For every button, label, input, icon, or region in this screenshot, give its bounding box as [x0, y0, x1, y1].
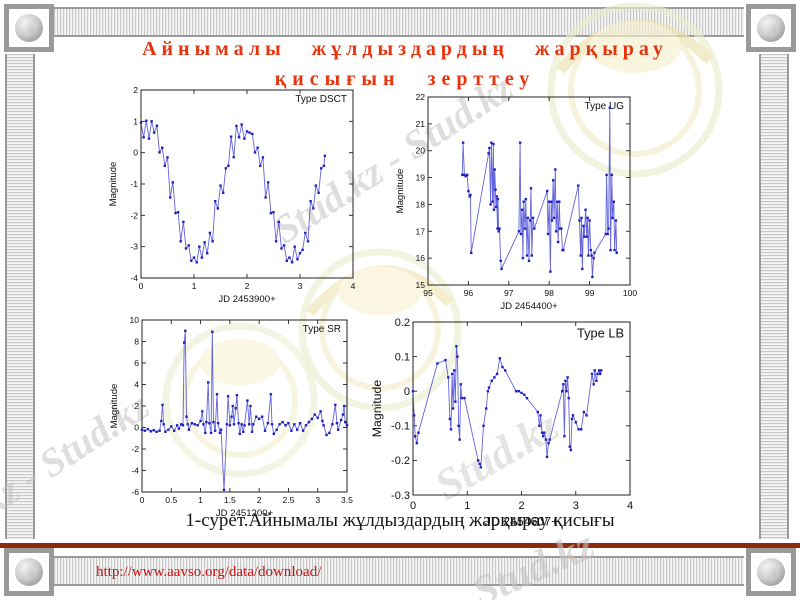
- svg-text:2: 2: [257, 495, 262, 505]
- svg-text:15: 15: [415, 280, 425, 290]
- corner-screw-bottom-left: [4, 548, 54, 596]
- svg-text:Type DSCT: Type DSCT: [295, 94, 347, 105]
- slide-title-line-2: қисығын зерттеу: [274, 68, 536, 90]
- svg-text:3.5: 3.5: [341, 495, 353, 505]
- svg-text:6: 6: [134, 358, 139, 368]
- chart-type-sr: 0 0.5 1 1.5 2 2.5 3 3.5 -6 -4 -2 0 2 4 6 8 10 JD 2451200+…: [108, 310, 357, 529]
- svg-text:20: 20: [415, 146, 425, 156]
- svg-text:1: 1: [198, 495, 203, 505]
- svg-text:Magnitude: Magnitude: [108, 162, 119, 207]
- svg-text:Type SR: Type SR: [303, 324, 341, 335]
- svg-text:3: 3: [573, 500, 579, 512]
- svg-text:17: 17: [415, 226, 425, 236]
- svg-text:3: 3: [298, 281, 303, 291]
- svg-text:4: 4: [351, 281, 356, 291]
- svg-text:98: 98: [544, 288, 554, 298]
- svg-text:1: 1: [464, 500, 470, 512]
- svg-text:0: 0: [410, 500, 416, 512]
- corner-screw-top-right: [746, 4, 796, 52]
- frame-top-bar: [54, 7, 744, 37]
- svg-text:97: 97: [504, 288, 514, 298]
- svg-text:0.2: 0.2: [395, 317, 410, 329]
- svg-text:2: 2: [245, 281, 250, 291]
- slide-title-line-1: Айнымалы жұлдыздардың жарқырау: [142, 38, 668, 60]
- svg-text:4: 4: [134, 380, 139, 390]
- svg-text:JD 2451200+: JD 2451200+: [216, 508, 274, 519]
- svg-text:4: 4: [627, 500, 633, 512]
- svg-text:-0.3: -0.3: [391, 490, 410, 502]
- svg-text:99: 99: [585, 288, 595, 298]
- svg-text:-0.1: -0.1: [391, 421, 410, 433]
- svg-text:-4: -4: [131, 466, 139, 476]
- svg-text:2: 2: [518, 500, 524, 512]
- accent-rule: [0, 543, 800, 548]
- svg-text:Magnitude: Magnitude: [370, 380, 384, 438]
- svg-text:2.5: 2.5: [282, 495, 294, 505]
- screw-icon: [757, 14, 785, 42]
- screw-icon: [15, 558, 43, 586]
- svg-text:-0.2: -0.2: [391, 455, 410, 467]
- svg-text:0: 0: [134, 423, 139, 433]
- chart-svg-lb: 0 1 2 3 4 -0.3 -0.2 -0.1 0 0.1 0.2 JD 2454607+ Magni…: [370, 317, 633, 529]
- svg-text:8: 8: [134, 337, 139, 347]
- svg-text:-3: -3: [130, 242, 138, 252]
- svg-text:0: 0: [133, 148, 138, 158]
- svg-text:Magnitude: Magnitude: [395, 169, 406, 214]
- svg-text:JD 2454607+: JD 2454607+: [485, 515, 559, 529]
- svg-text:22: 22: [415, 92, 425, 102]
- frame-left-bar: [5, 54, 35, 539]
- svg-text:0.5: 0.5: [165, 495, 177, 505]
- svg-text:2: 2: [134, 401, 139, 411]
- svg-text:-4: -4: [130, 273, 138, 283]
- frame-right-bar: [759, 54, 789, 539]
- svg-text:21: 21: [415, 119, 425, 129]
- corner-screw-bottom-right: [746, 548, 796, 596]
- svg-text:Type UG: Type UG: [585, 101, 625, 112]
- svg-text:Magnitude: Magnitude: [109, 384, 120, 429]
- svg-text:Type LB: Type LB: [577, 325, 624, 340]
- svg-text:18: 18: [415, 199, 425, 209]
- svg-text:96: 96: [464, 288, 474, 298]
- svg-text:0: 0: [139, 281, 144, 291]
- svg-text:JD 2453900+: JD 2453900+: [218, 294, 276, 305]
- svg-text:0: 0: [404, 386, 410, 398]
- svg-text:-6: -6: [131, 487, 139, 497]
- frame-bottom-bar: [54, 556, 744, 586]
- svg-text:2: 2: [133, 85, 138, 95]
- svg-text:0: 0: [140, 495, 145, 505]
- svg-text:1.5: 1.5: [224, 495, 236, 505]
- svg-text:19: 19: [415, 173, 425, 183]
- svg-text:100: 100: [623, 288, 638, 298]
- screw-icon: [15, 14, 43, 42]
- chart-svg-dsct: 0 1 2 3 4 -4 -3 -2 -1 0 1 2 JD 2453900+ Magnitude Type…: [108, 85, 356, 305]
- svg-text:-1: -1: [130, 179, 138, 189]
- svg-text:-2: -2: [131, 444, 139, 454]
- figure-caption: 1-сурет.Айнымалы жұлдыздардың жарқырау қ…: [185, 510, 615, 531]
- chart-type-ug: 95 96 97 98 99 100 15 16 17 18 19 20 21 22 JD 2454400+…: [394, 87, 640, 322]
- chart-svg-sr: 0 0.5 1 1.5 2 2.5 3 3.5 -6 -4 -2 0 2 4 6 8 10 JD 2451200+…: [109, 315, 353, 519]
- screw-icon: [757, 558, 785, 586]
- svg-text:10: 10: [129, 315, 139, 325]
- svg-text:0.1: 0.1: [395, 351, 410, 363]
- svg-text:3: 3: [315, 495, 320, 505]
- svg-text:-2: -2: [130, 210, 138, 220]
- svg-text:16: 16: [415, 253, 425, 263]
- svg-text:JD 2454400+: JD 2454400+: [500, 301, 558, 312]
- chart-type-dsct: 0 1 2 3 4 -4 -3 -2 -1 0 1 2 JD 2453900+ Magnitude Type…: [107, 80, 363, 315]
- chart-type-lb: 0 1 2 3 4 -0.3 -0.2 -0.1 0 0.1 0.2 JD 2454607+ Magni…: [359, 312, 640, 541]
- footer-url-link[interactable]: http://www.aavso.org/data/download/: [96, 564, 322, 580]
- svg-text:1: 1: [192, 281, 197, 291]
- svg-text:1: 1: [133, 116, 138, 126]
- corner-screw-top-left: [4, 4, 54, 52]
